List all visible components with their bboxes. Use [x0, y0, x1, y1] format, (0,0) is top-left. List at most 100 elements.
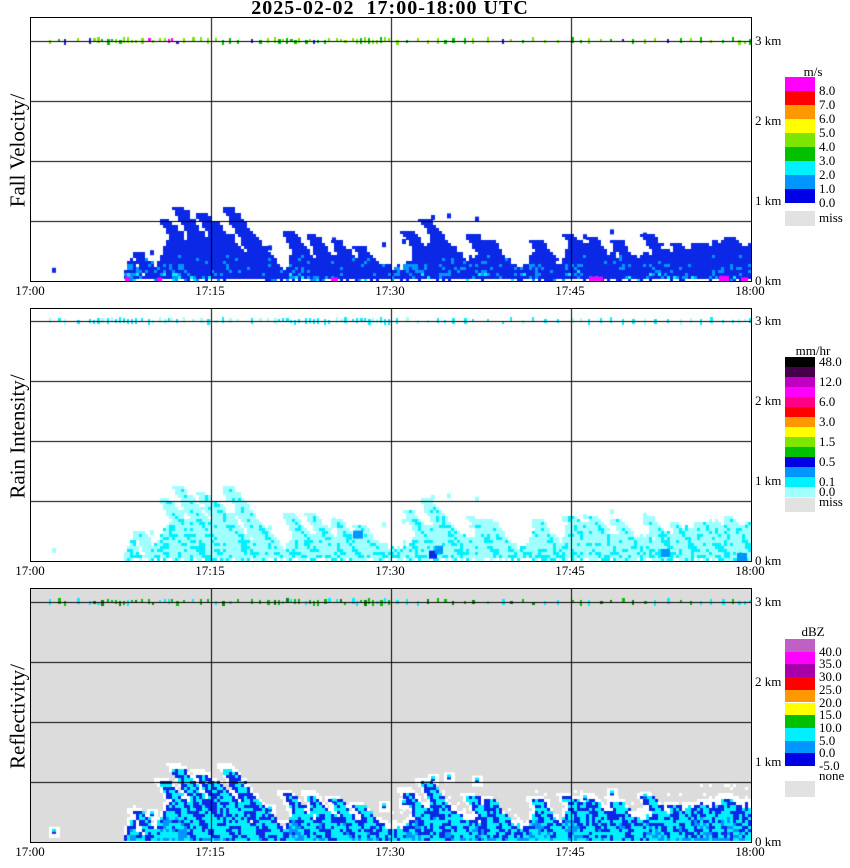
- y-tick-label: 3 km: [755, 313, 782, 328]
- legend-label-reflectivity: 10.0: [819, 720, 842, 735]
- legend-swatch-reflectivity: [785, 715, 815, 728]
- legend-label-fall_velocity: 8.0: [819, 83, 836, 98]
- x-tick-label: 17:00: [15, 563, 45, 578]
- x-tick-label: 17:30: [375, 844, 405, 859]
- legend-missing-label-fall_velocity: miss: [819, 210, 843, 225]
- y-tick-label: 0 km: [755, 553, 782, 568]
- legend-label-fall_velocity: 6.0: [819, 111, 836, 126]
- x-tick-label: 17:15: [195, 563, 225, 578]
- legend-label-rain_intensity: 12.0: [819, 374, 842, 389]
- legend-swatch-rain_intensity: [785, 367, 815, 377]
- x-tick-label: 18:00: [735, 844, 765, 859]
- legend-label-reflectivity: 0.0: [819, 745, 836, 760]
- legend-swatch-reflectivity: [785, 664, 815, 678]
- y-tick-label: 1 km: [755, 754, 782, 769]
- legend-label-reflectivity: -5.0: [819, 758, 840, 773]
- legend-missing-label-reflectivity: none: [819, 768, 845, 783]
- legend-swatch-rain_intensity: [785, 377, 815, 387]
- legend-swatch-rain_intensity: [785, 467, 815, 477]
- legend-swatch-reflectivity: [785, 727, 815, 741]
- legend-swatch-fall_velocity: [785, 105, 815, 119]
- legend-label-fall_velocity: 2.0: [819, 167, 836, 182]
- x-tick-label: 17:30: [375, 563, 405, 578]
- x-tick-label: 18:00: [735, 283, 765, 298]
- legend-swatch-fall_velocity: [785, 119, 815, 133]
- legend-label-reflectivity: 20.0: [819, 695, 842, 710]
- legend-label-reflectivity: 30.0: [819, 669, 842, 684]
- y-tick-label: 1 km: [755, 193, 782, 208]
- legend-swatch-rain_intensity: [785, 387, 815, 397]
- legend-title-fall_velocity: m/s: [803, 64, 823, 79]
- y-axis-title-rain-intensity: Rain Intensity/: [5, 374, 30, 499]
- legend-label-reflectivity: 15.0: [819, 707, 842, 722]
- y-tick-label: 2 km: [755, 393, 782, 408]
- legend-label-rain_intensity: 48.0: [819, 354, 842, 369]
- y-tick-label: 3 km: [755, 33, 782, 48]
- legend-swatch-fall_velocity: [785, 91, 815, 105]
- x-tick-label: 17:45: [555, 283, 585, 298]
- x-tick-label: 18:00: [735, 563, 765, 578]
- legend-swatch-reflectivity: [785, 639, 815, 652]
- legend-missing-swatch-fall_velocity: [785, 211, 815, 226]
- y-tick-label: 1 km: [755, 473, 782, 488]
- legend-label-reflectivity: 35.0: [819, 656, 842, 671]
- legend-missing-swatch-reflectivity: [785, 781, 815, 797]
- legend-missing-swatch-rain_intensity: [785, 498, 815, 512]
- y-tick-label: 0 km: [755, 273, 782, 288]
- x-tick-label: 17:15: [195, 844, 225, 859]
- legend-swatch-rain_intensity: [785, 447, 815, 457]
- legend-swatch-reflectivity: [785, 753, 815, 766]
- legend-label-fall_velocity: 5.0: [819, 125, 836, 140]
- y-tick-label: 2 km: [755, 113, 782, 128]
- legend-label-reflectivity: 25.0: [819, 682, 842, 697]
- panel-canvas-reflectivity: [30, 588, 752, 843]
- y-tick-label: 0 km: [755, 834, 782, 849]
- x-tick-label: 17:30: [375, 283, 405, 298]
- legend-swatch-rain_intensity: [785, 407, 815, 417]
- legend-label-rain_intensity: 0.1: [819, 474, 836, 489]
- legend-label-rain_intensity: 0.5: [819, 454, 836, 469]
- legend-swatch-rain_intensity: [785, 427, 815, 437]
- legend-label-fall_velocity: 7.0: [819, 97, 836, 112]
- legend-title-reflectivity: dBZ: [801, 624, 825, 639]
- x-tick-label: 17:00: [15, 283, 45, 298]
- legend-swatch-rain_intensity: [785, 417, 815, 427]
- legend-swatch-rain_intensity: [785, 437, 815, 447]
- x-tick-label: 17:15: [195, 283, 225, 298]
- legend-label-rain_intensity: 0.0: [819, 484, 836, 499]
- legend-swatch-rain_intensity: [785, 477, 815, 487]
- legend-label-fall_velocity: 0.0: [819, 195, 836, 210]
- legend-swatch-fall_velocity: [785, 147, 815, 161]
- legend-label-rain_intensity: 1.5: [819, 434, 836, 449]
- legend-label-reflectivity: 40.0: [819, 644, 842, 659]
- legend-swatch-fall_velocity: [785, 175, 815, 189]
- legend-swatch-reflectivity: [785, 651, 815, 665]
- legend-swatch-rain_intensity: [785, 487, 815, 497]
- legend-swatch-reflectivity: [785, 740, 815, 754]
- x-tick-label: 17:45: [555, 844, 585, 859]
- legend-swatch-fall_velocity: [785, 133, 815, 147]
- figure-title: 2025-02-02 17:00-18:00 UTC: [251, 0, 529, 19]
- legend-swatch-rain_intensity: [785, 397, 815, 407]
- y-tick-label: 2 km: [755, 674, 782, 689]
- legend-label-rain_intensity: 3.0: [819, 414, 836, 429]
- legend-swatch-rain_intensity: [785, 457, 815, 467]
- legend-swatch-fall_velocity: [785, 77, 815, 91]
- panel-canvas-rain-intensity: [30, 308, 752, 562]
- legend-label-rain_intensity: 6.0: [819, 394, 836, 409]
- y-tick-label: 3 km: [755, 594, 782, 609]
- legend-label-fall_velocity: 4.0: [819, 139, 836, 154]
- legend-swatch-reflectivity: [785, 677, 815, 690]
- legend-swatch-fall_velocity: [785, 161, 815, 175]
- legend-label-reflectivity: 5.0: [819, 733, 836, 748]
- legend-title-rain_intensity: mm/hr: [795, 343, 831, 358]
- legend-label-fall_velocity: 3.0: [819, 153, 836, 168]
- x-tick-label: 17:00: [15, 844, 45, 859]
- legend-swatch-rain_intensity: [785, 357, 815, 367]
- legend-swatch-fall_velocity: [785, 189, 815, 203]
- x-tick-label: 17:45: [555, 563, 585, 578]
- legend-missing-label-rain_intensity: miss: [819, 494, 843, 509]
- legend-swatch-reflectivity: [785, 702, 815, 716]
- panel-canvas-fall-velocity: [30, 17, 752, 282]
